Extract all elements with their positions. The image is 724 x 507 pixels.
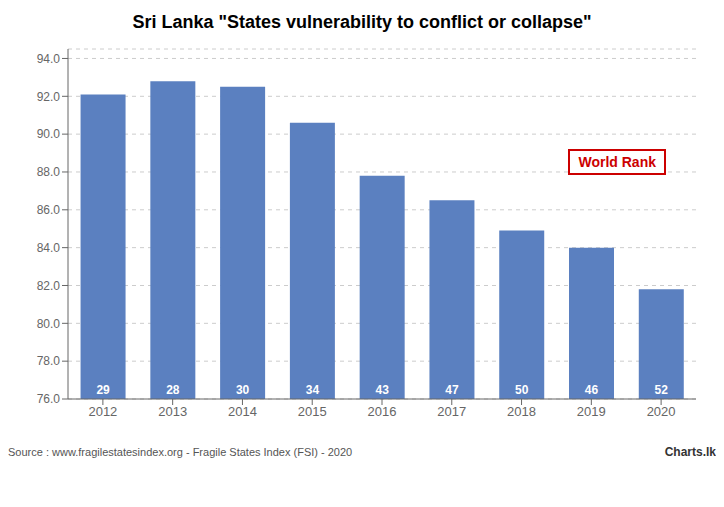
svg-text:88.0: 88.0 bbox=[37, 165, 61, 179]
svg-text:2014: 2014 bbox=[228, 404, 257, 419]
svg-text:2020: 2020 bbox=[647, 404, 676, 419]
svg-text:94.0: 94.0 bbox=[37, 52, 61, 66]
svg-text:29: 29 bbox=[96, 383, 110, 397]
svg-text:2018: 2018 bbox=[507, 404, 536, 419]
svg-text:80.0: 80.0 bbox=[37, 317, 61, 331]
html-text:World Rank: World Rank bbox=[578, 154, 656, 170]
svg-text:43: 43 bbox=[375, 383, 389, 397]
svg-text:84.0: 84.0 bbox=[37, 241, 61, 255]
svg-text:34: 34 bbox=[306, 383, 320, 397]
svg-text:2016: 2016 bbox=[368, 404, 397, 419]
svg-text:90.0: 90.0 bbox=[37, 127, 61, 141]
svg-text:50: 50 bbox=[515, 383, 529, 397]
svg-text:2019: 2019 bbox=[577, 404, 606, 419]
html-text:Charts.lk: Charts.lk bbox=[664, 445, 716, 459]
svg-text:28: 28 bbox=[166, 383, 180, 397]
svg-text:2015: 2015 bbox=[298, 404, 327, 419]
svg-text:46: 46 bbox=[585, 383, 599, 397]
html-text:Sri Lanka "States vulnerabilit: Sri Lanka "States vulnerability to confl… bbox=[132, 12, 592, 32]
svg-text:47: 47 bbox=[445, 383, 459, 397]
svg-text:76.0: 76.0 bbox=[37, 392, 61, 406]
svg-text:2012: 2012 bbox=[88, 404, 117, 419]
svg-text:78.0: 78.0 bbox=[37, 354, 61, 368]
svg-text:92.0: 92.0 bbox=[37, 90, 61, 104]
svg-text:86.0: 86.0 bbox=[37, 203, 61, 217]
svg-text:2017: 2017 bbox=[437, 404, 466, 419]
html-text:Source : www.fragilestatesinde: Source : www.fragilestatesindex.org - Fr… bbox=[8, 446, 353, 458]
svg-text:82.0: 82.0 bbox=[37, 279, 61, 293]
svg-text:52: 52 bbox=[655, 383, 669, 397]
svg-text:2013: 2013 bbox=[158, 404, 187, 419]
svg-text:30: 30 bbox=[236, 383, 250, 397]
